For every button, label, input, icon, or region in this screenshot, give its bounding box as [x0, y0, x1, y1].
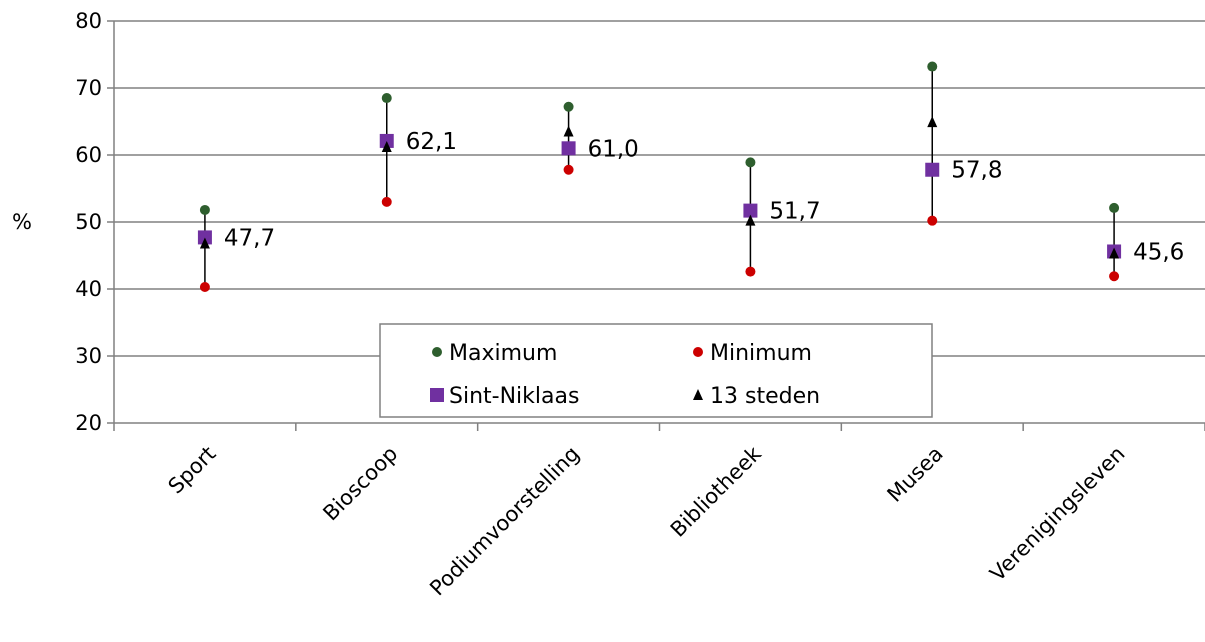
legend-box: [379, 323, 933, 418]
minimum-point: [199, 281, 210, 292]
y-tick-label: 60: [75, 143, 102, 167]
x-tick-label: Bibliotheek: [666, 441, 767, 542]
maximum-point: [381, 93, 392, 104]
x-tick-label: Verenigingsleven: [985, 442, 1129, 586]
minimum-point: [1109, 271, 1120, 282]
legend-marker: [430, 388, 444, 402]
13-steden-point: [199, 237, 210, 249]
legend-marker: [693, 389, 703, 400]
y-axis-label: %: [12, 210, 32, 234]
data-label: 45,6: [1133, 239, 1184, 265]
minimum-point: [745, 266, 756, 277]
minimum-point: [563, 164, 574, 175]
minimum-point: [381, 196, 392, 207]
legend-label: 13 steden: [710, 384, 820, 409]
data-label: 57,8: [951, 158, 1002, 184]
y-tick-label: 30: [75, 344, 102, 368]
y-tick-label: 70: [75, 76, 102, 100]
maximum-point: [927, 61, 938, 72]
legend: Maximum Minimum Sint-Niklaas 13 steden: [379, 323, 933, 418]
x-tick-label: Bioscoop: [318, 442, 402, 526]
x-tick-label: Podiumvoorstelling: [425, 442, 584, 601]
gridlines: [114, 20, 1205, 424]
y-tick-label: 80: [75, 9, 102, 33]
data-label: 51,7: [769, 199, 820, 225]
minimum-point: [927, 215, 938, 226]
y-tick-label: 20: [75, 411, 102, 435]
data-labels: 47,7 62,1 61,0 51,7 57,8 45,6: [224, 129, 1184, 266]
maximum-point: [563, 101, 574, 112]
sint-niklaas-point: [561, 141, 576, 156]
legend-label: Maximum: [449, 341, 557, 366]
legend-label: Minimum: [710, 341, 812, 366]
data-label: 47,7: [224, 225, 275, 251]
y-tick-label: 50: [75, 210, 102, 234]
13-steden-point: [927, 116, 938, 128]
data-points: [197, 61, 1122, 292]
data-label: 62,1: [406, 129, 457, 155]
sint-niklaas-point: [197, 230, 212, 245]
maximum-point: [1109, 202, 1120, 213]
13-steden-point: [563, 125, 574, 137]
x-tick-label: Musea: [883, 442, 948, 507]
x-tick-label: Sport: [164, 442, 221, 499]
legend-marker: [693, 347, 703, 357]
maximum-point: [745, 157, 756, 168]
13-steden-point: [381, 140, 392, 152]
data-label: 61,0: [588, 136, 639, 162]
y-tick-label: 40: [75, 277, 102, 301]
legend-label: Sint-Niklaas: [449, 384, 579, 409]
13-steden-point: [745, 214, 756, 226]
legend-marker: [432, 347, 442, 357]
sint-niklaas-point: [379, 133, 394, 148]
maximum-point: [199, 204, 210, 215]
axes: 20 30 40 50 60 70 80 Sport Bioscoop Podiumvoorste…: [75, 9, 1205, 600]
13-steden-point: [1109, 247, 1120, 259]
sint-niklaas-point: [743, 203, 758, 218]
sint-niklaas-point: [925, 162, 940, 177]
